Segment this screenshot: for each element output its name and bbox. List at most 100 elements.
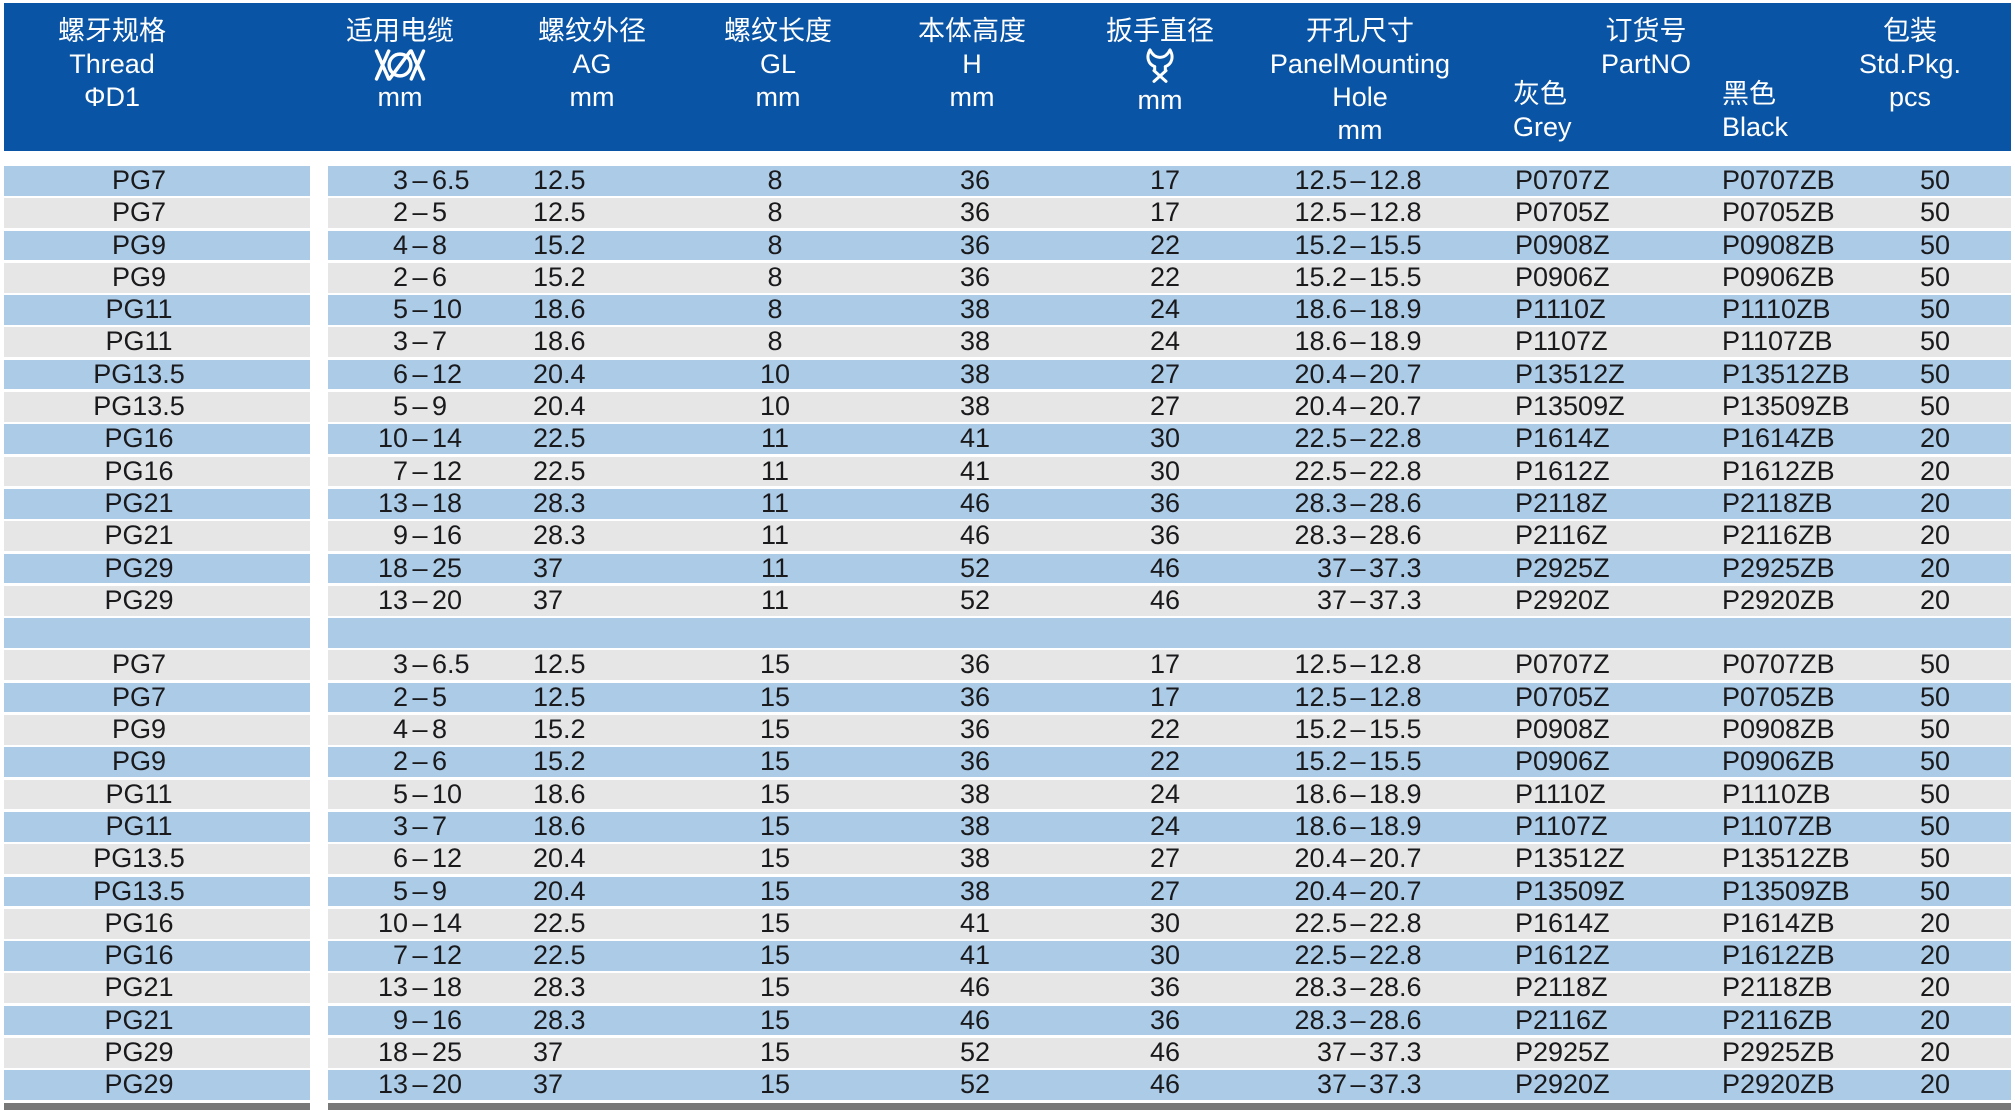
hole-range-cell: 28.3–28.6 [1280, 1004, 1440, 1036]
part-no-grey-cell: P0707Z [1515, 649, 1610, 680]
pkg-qty-cell: 20 [1919, 584, 1951, 615]
hole-range-cell-dash: – [1350, 810, 1366, 841]
gl-cell: 8 [767, 197, 783, 228]
hole-range-cell-max: 18.9 [1369, 294, 1422, 325]
row-band-main [328, 618, 2011, 648]
header-col-thread: 螺牙规格 Thread ΦD1 [12, 15, 212, 114]
cable-range-cell-max: 16 [432, 520, 463, 551]
row-band-main [328, 876, 2011, 907]
hole-range-cell: 18.6–18.9 [1280, 295, 1440, 325]
header-hole-unit: mm [1337, 115, 1383, 145]
hole-range-cell: 22.5–22.8 [1280, 941, 1440, 971]
h-cell: 36 [959, 197, 991, 228]
gl-cell: 10 [759, 358, 791, 389]
cable-range-cell-dash: – [412, 487, 428, 518]
cable-range-cell-min: 10 [377, 907, 408, 938]
gl-cell: 15 [759, 1004, 791, 1035]
hole-range-cell-min: 12.5 [1294, 649, 1347, 680]
header-gl-cn: 螺纹长度 [724, 16, 832, 46]
hole-range-cell-max: 22.8 [1369, 940, 1422, 971]
hole-range-cell-max: 28.6 [1369, 972, 1422, 1003]
table-row: PG13.5 6–12 20.4 15 38 27 20.4–20.7 P13512Z P135… [4, 844, 2011, 876]
thread-cell: PG7 [111, 649, 167, 680]
wrench-size-cell: 36 [1149, 972, 1181, 1003]
hole-range-cell: 20.4–20.7 [1280, 391, 1440, 422]
hole-range-cell-min: 15.2 [1294, 229, 1347, 260]
row-band-main [328, 392, 2011, 422]
hole-range-cell-dash: – [1350, 229, 1366, 260]
row-band-main [328, 327, 2011, 358]
row-band-main [328, 359, 2011, 390]
part-no-black-cell: P1107ZB [1722, 326, 1833, 357]
thread-cell: PG13.5 [93, 391, 185, 422]
gl-cell: 10 [759, 391, 791, 422]
wrench-size-cell: 36 [1149, 1004, 1181, 1035]
hole-range-cell-min: 12.5 [1294, 197, 1347, 228]
header-pkg-unit: pcs [1888, 82, 1932, 112]
row-band-left [4, 327, 310, 358]
part-no-grey-cell: P1110Z [1515, 294, 1606, 325]
h-cell: 36 [959, 714, 991, 745]
table-row: PG21 9–16 28.3 15 46 36 28.3–28.6 P2116Z P2116ZB… [4, 1004, 2011, 1038]
hole-range-cell-max: 20.7 [1369, 358, 1422, 389]
cable-range-cell-max: 18 [432, 487, 463, 518]
gl-cell: 15 [759, 843, 791, 874]
ag-cell: 12.5 [533, 649, 586, 680]
cable-range-cell-max: 12 [432, 940, 463, 971]
cable-range-cell-min: 13 [377, 972, 408, 1003]
cable-range-cell: 5–9 [330, 876, 520, 907]
part-no-grey-cell: P2925Z [1515, 552, 1610, 583]
header-pkg-en: Std.Pkg. [1858, 49, 1962, 79]
hole-range-cell-max: 18.9 [1369, 326, 1422, 357]
table-row: PG11 5–10 18.6 15 38 24 18.6–18.9 P1110Z P1110ZB… [4, 778, 2011, 812]
hole-range-cell-min: 20.4 [1294, 875, 1347, 906]
cable-range-cell-max: 25 [432, 1037, 463, 1068]
ag-cell: 12.5 [533, 681, 586, 712]
cable-range-cell: 18–25 [330, 553, 520, 584]
part-no-black-cell: P2925ZB [1722, 552, 1835, 583]
pkg-qty-cell: 50 [1919, 261, 1951, 292]
cable-range-cell-dash: – [412, 1004, 428, 1035]
row-band-main [328, 779, 2011, 810]
header-h-cn: 本体高度 [918, 16, 1026, 46]
hole-range-cell-max: 20.7 [1369, 875, 1422, 906]
cable-range-cell-dash: – [412, 972, 428, 1003]
thread-cell: PG16 [104, 907, 174, 938]
row-band-left [4, 1005, 310, 1036]
cable-range-cell-dash: – [412, 778, 428, 809]
hole-range-cell-dash: – [1350, 487, 1366, 518]
wrench-icon [1060, 48, 1260, 84]
row-band-main [328, 553, 2011, 584]
hole-range-cell: 18.6–18.9 [1280, 779, 1440, 810]
pkg-qty-cell: 50 [1919, 681, 1951, 712]
row-band-main [328, 262, 2011, 293]
cable-range-cell-min: 13 [377, 487, 408, 518]
hole-range-cell-max: 28.6 [1369, 1004, 1422, 1035]
gl-cell: 11 [760, 423, 790, 454]
row-band-main [328, 1070, 2011, 1101]
pkg-qty-cell: 20 [1919, 552, 1951, 583]
row-band-main [328, 585, 2011, 616]
h-cell: 38 [959, 843, 991, 874]
thread-cell: PG29 [104, 584, 174, 615]
part-no-black-cell: P1110ZB [1722, 778, 1831, 809]
ag-cell: 18.6 [533, 326, 586, 357]
part-no-black-cell: P2920ZB [1722, 1069, 1835, 1100]
row-band-left [4, 230, 310, 261]
wrench-size-cell: 30 [1149, 940, 1181, 971]
pkg-qty-cell: 50 [1919, 294, 1951, 325]
row-band-left [4, 715, 310, 745]
wrench-size-cell: 22 [1149, 261, 1181, 292]
cable-range-cell-dash: – [412, 165, 428, 195]
thread-cell: PG16 [104, 455, 174, 486]
cable-range-cell-min: 3 [392, 649, 408, 680]
cable-range-cell-min: 3 [392, 326, 408, 357]
gl-cell: 8 [767, 326, 783, 357]
table-row: PG21 13–18 28.3 15 46 36 28.3–28.6 P2118Z P2118Z… [4, 973, 2011, 1005]
row-band-main [328, 908, 2011, 939]
gl-cell: 11 [760, 487, 790, 518]
hole-range-cell-dash: – [1350, 746, 1366, 777]
cable-range-cell: 2–5 [330, 198, 520, 228]
h-cell: 36 [959, 229, 991, 260]
cable-range-cell: 2–5 [330, 682, 520, 713]
